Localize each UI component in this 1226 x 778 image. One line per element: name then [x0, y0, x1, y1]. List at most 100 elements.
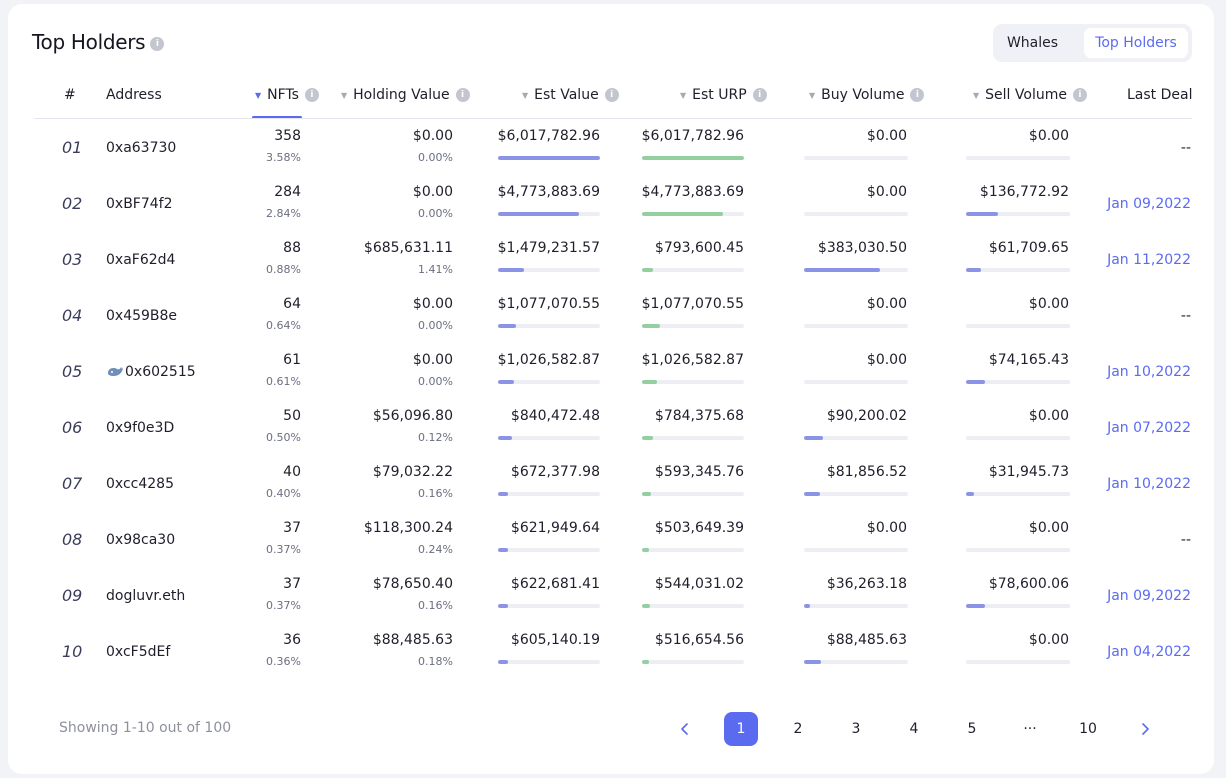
- est-urp-cell: $4,773,883.69: [641, 184, 744, 200]
- holding-value-percent: 0.00%: [418, 375, 453, 388]
- holding-value-percent: 0.18%: [418, 655, 453, 668]
- last-deal-cell[interactable]: Jan 10,2022: [1107, 364, 1191, 380]
- table-row[interactable]: 10 0xcF5dEf 36 0.36% $88,485.63 0.18% $605,140…: [0, 624, 1226, 680]
- last-deal-cell[interactable]: Jan 07,2022: [1107, 420, 1191, 436]
- nfts-cell: 61: [283, 352, 301, 368]
- last-deal-cell[interactable]: Jan 11,2022: [1107, 252, 1191, 268]
- info-icon[interactable]: i: [304, 88, 319, 102]
- info-icon[interactable]: i: [455, 88, 470, 102]
- top-holders-card: [8, 4, 1214, 774]
- table-row[interactable]: 08 0x98ca30 37 0.37% $118,300.24 0.24% $621,94…: [0, 512, 1226, 568]
- nfts-cell: 64: [283, 296, 301, 312]
- address-cell[interactable]: 0xa63730: [106, 140, 176, 156]
- buy-volume-bar: [804, 380, 908, 384]
- column-header-holding-value[interactable]: ▼ Holding Value i: [341, 87, 470, 103]
- address-cell[interactable]: 0x98ca30: [106, 532, 175, 548]
- column-header-rank: #: [64, 87, 76, 103]
- buy-volume-cell: $383,030.50: [817, 240, 907, 256]
- last-deal-cell[interactable]: Jan 10,2022: [1107, 476, 1191, 492]
- address-text: 0x459B8e: [106, 308, 178, 324]
- next-page-button[interactable]: [1128, 712, 1162, 746]
- column-header-last-deal: Last Deal: [1127, 87, 1193, 103]
- address-cell[interactable]: 0xcF5dEf: [106, 644, 170, 660]
- buy-volume-bar: [804, 492, 908, 496]
- est-value-bar: [498, 212, 600, 216]
- last-deal-cell[interactable]: Jan 09,2022: [1107, 196, 1191, 212]
- tab-top-holders[interactable]: Top Holders: [1084, 28, 1188, 58]
- buy-volume-bar: [804, 268, 908, 272]
- buy-volume-cell: $81,856.52: [826, 464, 907, 480]
- est-urp-cell: $1,026,582.87: [641, 352, 744, 368]
- holding-value-cell: $88,485.63: [372, 632, 453, 648]
- sort-arrow-icon: ▼: [522, 90, 529, 100]
- page-button-1[interactable]: 1: [724, 712, 758, 746]
- buy-volume-bar: [804, 660, 908, 664]
- nfts-percent: 0.88%: [266, 263, 301, 276]
- page-title: Top Holders i: [32, 30, 165, 54]
- holding-value-cell: $685,631.11: [363, 240, 453, 256]
- est-urp-cell: $6,017,782.96: [641, 128, 744, 144]
- table-row[interactable]: 03 0xaF62d4 88 0.88% $685,631.11 1.41% $1,479,…: [0, 232, 1226, 288]
- table-row[interactable]: 02 0xBF74f2 284 2.84% $0.00 0.00% $4,773,883.6…: [0, 176, 1226, 232]
- est-value-bar: [498, 436, 600, 440]
- address-cell[interactable]: 0x459B8e: [106, 308, 177, 324]
- column-header-sell-volume[interactable]: ▼ Sell Volume i: [973, 87, 1087, 103]
- info-icon[interactable]: i: [1072, 88, 1087, 102]
- buy-volume-cell: $0.00: [866, 128, 907, 144]
- column-header-est-urp[interactable]: ▼ Est URP i: [680, 87, 767, 103]
- page-title-text: Top Holders: [32, 30, 146, 54]
- address-cell[interactable]: 0x9f0e3D: [106, 420, 174, 436]
- est-value-cell: $4,773,883.69: [497, 184, 600, 200]
- prev-page-button[interactable]: [668, 712, 702, 746]
- info-icon[interactable]: i: [752, 88, 767, 102]
- nfts-percent: 0.37%: [266, 543, 301, 556]
- nfts-percent: 0.36%: [266, 655, 301, 668]
- table-row[interactable]: 01 0xa63730 358 3.58% $0.00 0.00% $6,017,782.9…: [0, 120, 1226, 176]
- holding-value-cell: $0.00: [412, 352, 453, 368]
- address-cell[interactable]: dogluvr.eth: [106, 588, 185, 604]
- page-button-4[interactable]: 4: [909, 721, 919, 737]
- est-urp-bar: [642, 660, 744, 664]
- holding-value-cell: $79,032.22: [372, 464, 453, 480]
- address-cell[interactable]: 0xcc4285: [106, 476, 174, 492]
- holding-value-cell: $118,300.24: [363, 520, 453, 536]
- table-row[interactable]: 04 0x459B8e 64 0.64% $0.00 0.00% $1,077,070.55…: [0, 288, 1226, 344]
- holding-value-percent: 0.16%: [418, 487, 453, 500]
- tab-whales[interactable]: Whales: [1006, 35, 1059, 51]
- sell-volume-cell: $0.00: [1028, 128, 1069, 144]
- sell-volume-bar: [966, 492, 1070, 496]
- last-deal-cell: --: [1180, 140, 1191, 156]
- est-urp-cell: $593,345.76: [654, 464, 744, 480]
- page-button-3[interactable]: 3: [851, 721, 861, 737]
- address-cell[interactable]: 0x602515: [106, 364, 196, 380]
- est-value-cell: $1,479,231.57: [497, 240, 600, 256]
- est-value-cell: $1,026,582.87: [497, 352, 600, 368]
- sell-volume-bar: [966, 548, 1070, 552]
- address-text: 0x98ca30: [106, 532, 176, 548]
- info-icon[interactable]: i: [604, 88, 619, 102]
- page-button-10[interactable]: 10: [1079, 721, 1097, 737]
- info-icon[interactable]: i: [910, 88, 925, 102]
- buy-volume-bar: [804, 436, 908, 440]
- table-row[interactable]: 05 0x602515 61 0.61% $0.00 0.00% $1,026,582.87…: [0, 344, 1226, 400]
- est-urp-cell: $793,600.45: [654, 240, 744, 256]
- buy-volume-bar: [804, 604, 908, 608]
- page-button-2[interactable]: 2: [793, 721, 803, 737]
- address-cell[interactable]: 0xaF62d4: [106, 252, 175, 268]
- column-header-nfts-label: NFTs: [267, 87, 299, 103]
- table-row[interactable]: 09 dogluvr.eth 37 0.37% $78,650.40 0.16% $622,…: [0, 568, 1226, 624]
- est-urp-bar: [642, 324, 744, 328]
- table-row[interactable]: 06 0x9f0e3D 50 0.50% $56,096.80 0.12% $840,472…: [0, 400, 1226, 456]
- table-row[interactable]: 07 0xcc4285 40 0.40% $79,032.22 0.16% $672,377…: [0, 456, 1226, 512]
- info-icon[interactable]: i: [150, 37, 165, 51]
- page-button-5[interactable]: 5: [967, 721, 977, 737]
- last-deal-cell[interactable]: Jan 09,2022: [1107, 588, 1191, 604]
- column-header-nfts[interactable]: ▼ NFTs i: [255, 87, 319, 103]
- last-deal-cell[interactable]: Jan 04,2022: [1107, 644, 1191, 660]
- column-header-est-value[interactable]: ▼ Est Value i: [522, 87, 619, 103]
- holding-value-percent: 1.41%: [418, 263, 453, 276]
- column-header-buy-volume[interactable]: ▼ Buy Volume i: [809, 87, 925, 103]
- address-cell[interactable]: 0xBF74f2: [106, 196, 173, 212]
- nfts-cell: 358: [274, 128, 301, 144]
- holding-value-percent: 0.12%: [418, 431, 453, 444]
